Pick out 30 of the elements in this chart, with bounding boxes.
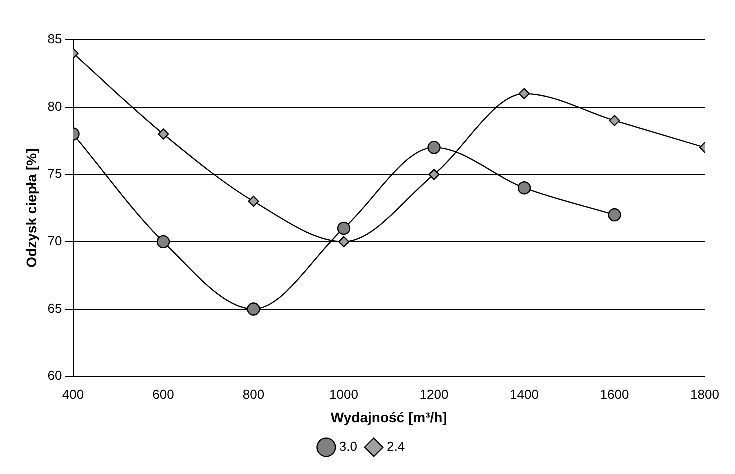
point bbox=[337, 222, 351, 236]
point bbox=[156, 235, 170, 249]
y-tick-label: 60 bbox=[48, 368, 62, 384]
y-tick-label: 80 bbox=[48, 98, 62, 114]
point bbox=[518, 182, 532, 195]
x-tick-label: 400 bbox=[62, 386, 84, 402]
x-tick-label: 1400 bbox=[510, 386, 539, 402]
x-axis-title: Wydajność [m³/h] bbox=[330, 409, 448, 426]
y-tick-label: 75 bbox=[48, 166, 62, 182]
x-tick-label: 1000 bbox=[330, 386, 358, 402]
y-tick-label: 70 bbox=[48, 234, 62, 249]
point bbox=[518, 88, 530, 100]
x-tick-label: 600 bbox=[152, 386, 174, 402]
point bbox=[428, 141, 441, 154]
y-tick-label: 65 bbox=[48, 300, 62, 316]
point bbox=[609, 115, 620, 126]
x-tick-label: 1800 bbox=[690, 386, 720, 402]
legend-label: 2.4 bbox=[387, 439, 406, 454]
x-tick-label: 1600 bbox=[600, 386, 630, 402]
y-tick-label: 85 bbox=[48, 32, 62, 47]
point bbox=[247, 302, 260, 316]
y-axis-title: Odzysk ciepła [%] bbox=[23, 148, 40, 268]
point bbox=[338, 236, 350, 248]
point bbox=[608, 208, 622, 222]
point bbox=[428, 169, 440, 180]
point bbox=[248, 196, 260, 208]
point bbox=[158, 128, 170, 140]
x-tick-label: 800 bbox=[242, 386, 265, 402]
x-tick-label: 1200 bbox=[420, 386, 449, 402]
legend-label: 3.0 bbox=[339, 439, 358, 454]
